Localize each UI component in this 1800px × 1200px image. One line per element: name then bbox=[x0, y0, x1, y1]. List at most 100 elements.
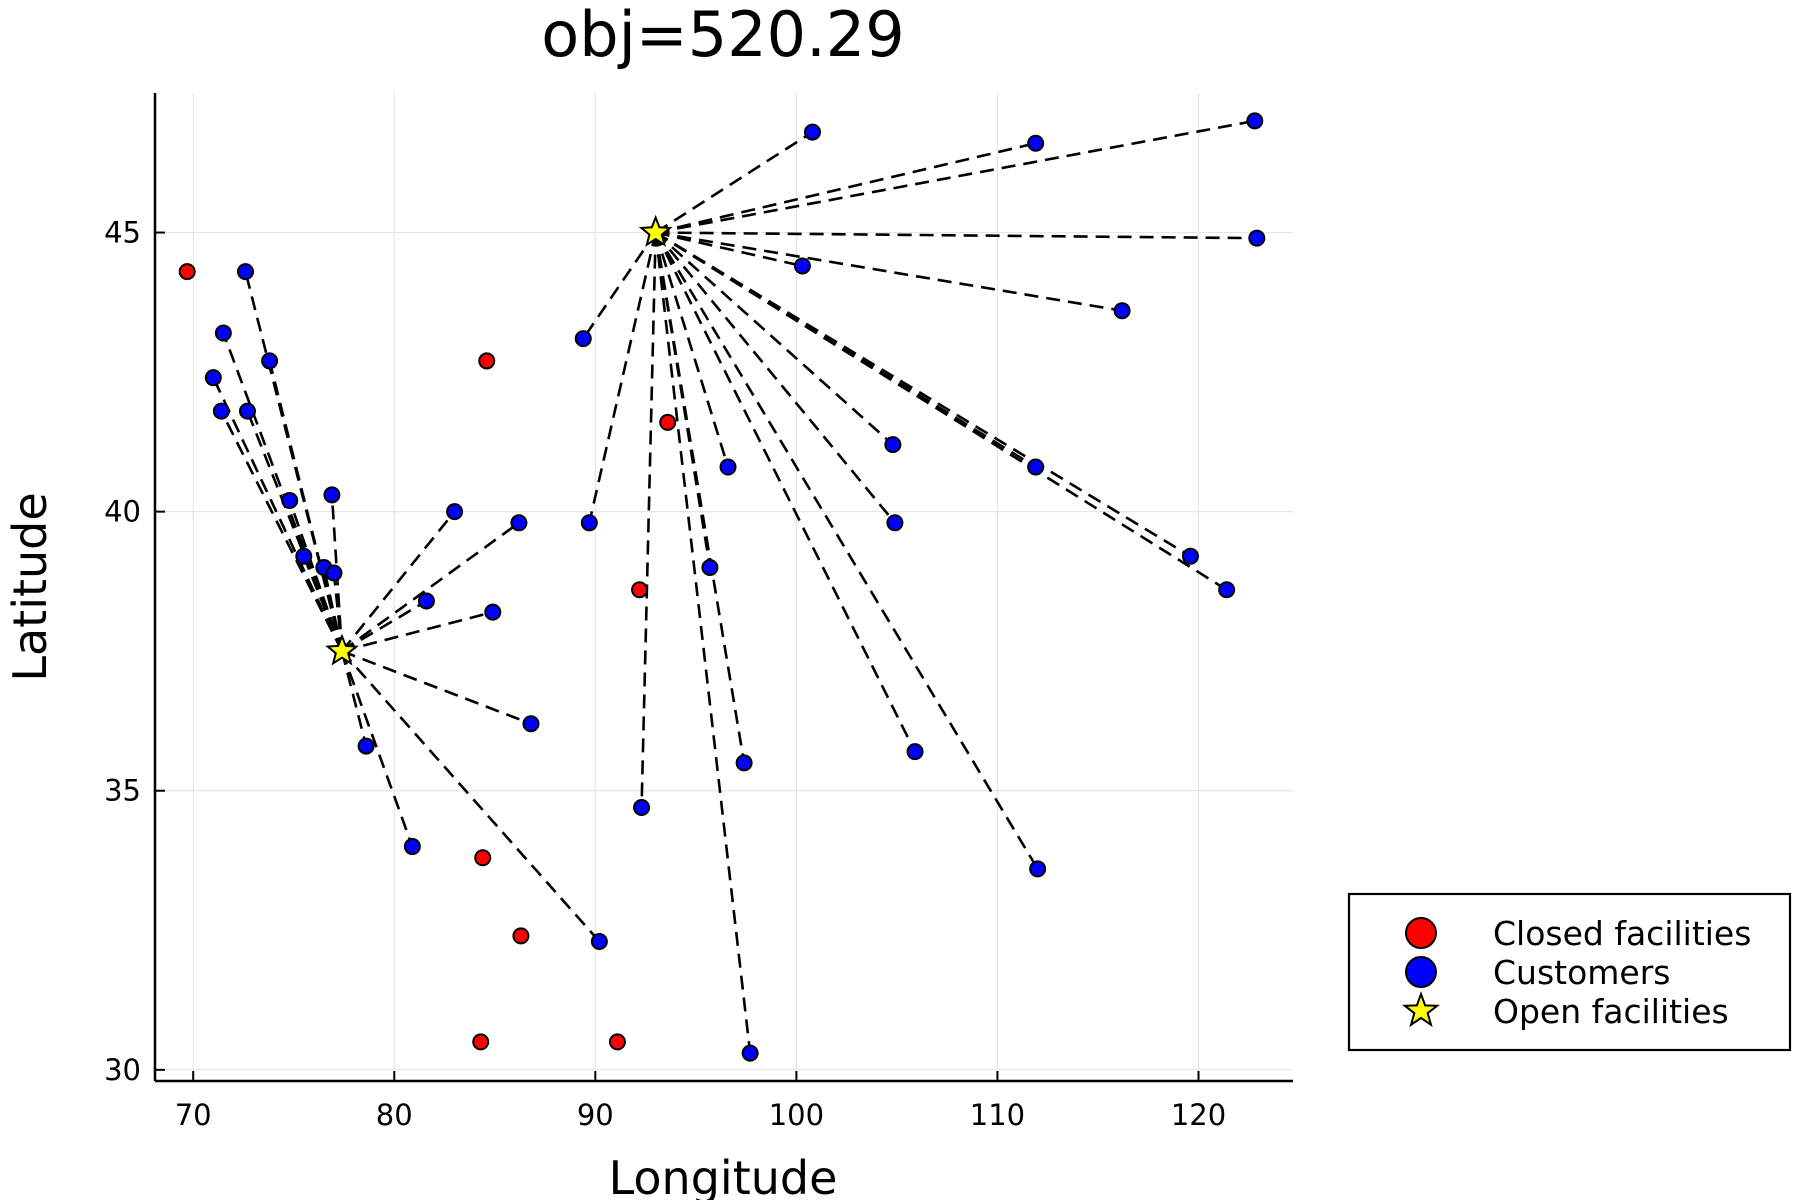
assignment-line bbox=[341, 650, 601, 943]
customers-point bbox=[1113, 302, 1131, 320]
y-axis-title: Latitude bbox=[3, 492, 57, 681]
customers-point bbox=[357, 737, 375, 755]
y-tick-label: 40 bbox=[104, 495, 141, 529]
assignment-line bbox=[268, 360, 344, 652]
assignment-line bbox=[654, 231, 917, 753]
assignment-line bbox=[341, 599, 428, 653]
data-points bbox=[178, 112, 1266, 1062]
customers-point bbox=[446, 503, 464, 521]
y-tick-label: 30 bbox=[104, 1053, 141, 1087]
assignment-line bbox=[654, 231, 896, 524]
assignment-line bbox=[654, 130, 814, 234]
customers-point bbox=[261, 352, 279, 370]
y-ticks: 30 35 40 45 bbox=[104, 216, 165, 1087]
legend: Closed facilities Customers Open facilit… bbox=[1347, 892, 1792, 1052]
closed-facilities-point bbox=[474, 849, 492, 867]
assignment-line bbox=[220, 410, 344, 652]
closed-facilities-point bbox=[608, 1033, 626, 1051]
customers-point bbox=[1181, 547, 1199, 565]
assignment-line bbox=[654, 232, 752, 1054]
assignment-line bbox=[655, 119, 1256, 234]
customers-point bbox=[204, 369, 222, 387]
x-tick-label: 120 bbox=[1171, 1098, 1226, 1132]
closed-facilities-point bbox=[512, 927, 530, 945]
customers-point bbox=[1027, 458, 1045, 476]
assignment-line bbox=[341, 610, 494, 653]
assignment-line bbox=[340, 650, 414, 847]
closed-facilities-point bbox=[478, 352, 496, 370]
assignment-line bbox=[655, 231, 1123, 312]
customers-point bbox=[510, 514, 528, 532]
open-facilities-point bbox=[325, 633, 359, 666]
x-ticks: 70 80 90 100 110 120 bbox=[175, 1071, 1226, 1132]
customers-point bbox=[741, 1044, 759, 1062]
legend-customers-label: Customers bbox=[1493, 953, 1671, 992]
customers-point bbox=[325, 564, 343, 582]
x-tick-label: 70 bbox=[175, 1098, 212, 1132]
assignment-line bbox=[340, 650, 368, 747]
grid-lines bbox=[155, 93, 1293, 1081]
legend-closed-facilities-label: Closed facilities bbox=[1493, 914, 1751, 953]
customers-point bbox=[417, 592, 435, 610]
assignment-line bbox=[341, 521, 520, 653]
customers-point bbox=[590, 932, 608, 950]
assignment-line bbox=[212, 377, 344, 652]
customers-point bbox=[522, 715, 540, 733]
assignment-line bbox=[322, 567, 344, 652]
customers-point bbox=[803, 123, 821, 141]
customers-point bbox=[212, 402, 230, 420]
x-axis-title: Longitude bbox=[609, 1151, 838, 1200]
customers-point bbox=[574, 330, 592, 348]
customers-point bbox=[1218, 581, 1236, 599]
assignment-line bbox=[244, 271, 344, 652]
closed-facilities-point bbox=[659, 413, 677, 431]
assignment-line bbox=[341, 649, 532, 725]
legend-customers-marker bbox=[1405, 956, 1437, 988]
assignment-line bbox=[655, 141, 1036, 234]
assignment-line bbox=[302, 555, 344, 652]
assignment-line bbox=[654, 231, 1228, 591]
customers-point bbox=[633, 798, 651, 816]
customers-point bbox=[580, 514, 598, 532]
customers-point bbox=[701, 558, 719, 576]
y-tick-label: 35 bbox=[104, 774, 141, 808]
customers-point bbox=[214, 324, 232, 342]
customers-point bbox=[735, 754, 753, 772]
legend-open-facilities-marker bbox=[1402, 991, 1440, 1028]
x-tick-label: 90 bbox=[577, 1098, 614, 1132]
customers-point bbox=[281, 491, 299, 509]
closed-facilities-point bbox=[472, 1033, 490, 1051]
chart-title: obj=520.29 bbox=[541, 0, 904, 71]
customers-point bbox=[295, 547, 313, 565]
assignment-line bbox=[654, 231, 1039, 870]
assignment-line bbox=[588, 232, 657, 524]
customers-point bbox=[1029, 860, 1047, 878]
legend-closed-facilities-marker bbox=[1405, 917, 1437, 949]
assignment-lines bbox=[212, 119, 1257, 1054]
assignment-line bbox=[655, 231, 1257, 240]
customers-point bbox=[906, 743, 924, 761]
customers-point bbox=[238, 402, 256, 420]
customers-point bbox=[403, 838, 421, 856]
x-tick-label: 100 bbox=[769, 1098, 824, 1132]
assignment-line bbox=[654, 231, 1192, 558]
customers-point bbox=[793, 257, 811, 275]
x-tick-label: 80 bbox=[376, 1098, 413, 1132]
customers-point bbox=[323, 486, 341, 504]
assignment-line bbox=[654, 231, 894, 446]
customers-point bbox=[236, 263, 254, 281]
customers-point bbox=[484, 603, 502, 621]
closed-facilities-point bbox=[631, 581, 649, 599]
customers-point bbox=[1027, 134, 1045, 152]
closed-facilities-point bbox=[178, 263, 196, 281]
axes bbox=[153, 93, 1293, 1083]
customers-point bbox=[1248, 229, 1266, 247]
assignment-line bbox=[655, 231, 803, 268]
assignment-line bbox=[246, 410, 344, 652]
legend-open-facilities-label: Open facilities bbox=[1493, 992, 1729, 1031]
x-tick-label: 110 bbox=[970, 1098, 1025, 1132]
assignment-line bbox=[340, 510, 456, 653]
customers-point bbox=[719, 458, 737, 476]
y-tick-label: 45 bbox=[104, 216, 141, 250]
